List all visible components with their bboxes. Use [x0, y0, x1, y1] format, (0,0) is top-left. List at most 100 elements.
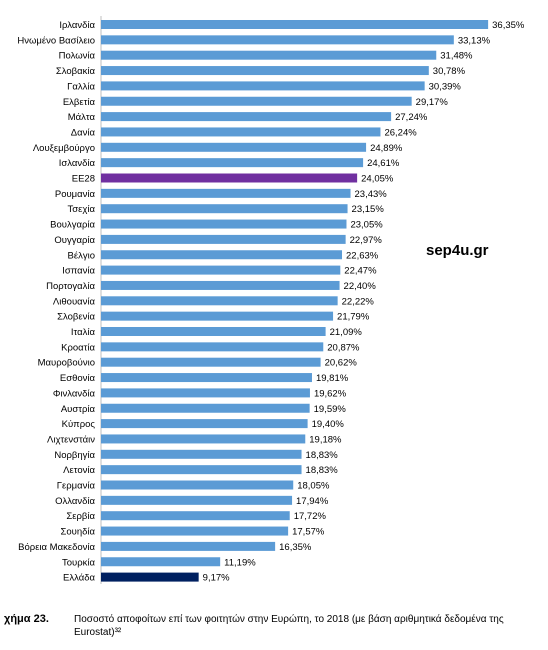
bar-φινλανδία	[101, 388, 310, 398]
category-label: Ρουμανία	[55, 189, 96, 200]
bars-group	[101, 20, 489, 582]
bar-βέλγιο	[101, 250, 343, 260]
category-label: Λουξεμβούργο	[33, 143, 95, 154]
category-label: Βουλγαρία	[50, 220, 95, 231]
category-label: Αυστρία	[61, 404, 96, 415]
value-label: 23,05%	[350, 220, 383, 231]
category-label: Τσεχία	[68, 204, 96, 215]
value-label: 30,78%	[433, 66, 466, 77]
category-label: Εσθονία	[60, 373, 96, 384]
value-label: 26,24%	[384, 127, 417, 138]
bar-λιθουανία	[101, 296, 338, 306]
category-label: Ισλανδία	[59, 158, 96, 169]
category-label: Ελβετία	[63, 97, 96, 108]
value-label: 9,17%	[203, 573, 230, 584]
category-label: Ιρλανδία	[59, 20, 95, 31]
value-label: 21,79%	[337, 312, 370, 323]
category-label: ΕΕ28	[72, 174, 95, 185]
value-label: 23,15%	[352, 204, 385, 215]
value-label: 11,19%	[224, 557, 256, 568]
category-label: Ιταλία	[71, 327, 96, 338]
bar-δανία	[101, 127, 381, 137]
bar-τσεχία	[101, 204, 348, 214]
category-label: Δανία	[71, 127, 96, 138]
bar-ρουμανία	[101, 188, 351, 198]
category-label: Μάλτα	[68, 112, 96, 123]
value-label: 22,47%	[344, 266, 377, 277]
value-label: 22,97%	[350, 235, 383, 246]
value-label: 19,62%	[314, 388, 347, 399]
category-label: Κροατία	[61, 342, 95, 353]
bar-ιταλία	[101, 327, 326, 336]
value-label: 22,63%	[346, 250, 379, 261]
category-label: Βέλγιο	[68, 250, 95, 261]
category-label: Τουρκία	[62, 557, 96, 568]
bar-εε28	[101, 173, 358, 183]
bar-λιχτενστάιν	[101, 434, 306, 444]
bar-μάλτα	[101, 112, 392, 122]
bar-ισπανία	[101, 265, 341, 275]
category-label: Κύπρος	[62, 419, 96, 430]
bar-ολλανδία	[101, 495, 293, 505]
bar-ελλάδα	[101, 572, 199, 582]
bar-βουλγαρία	[101, 219, 347, 229]
bar-πορτογαλία	[101, 280, 340, 290]
bar-βόρεια-μακεδονία	[101, 541, 276, 551]
value-label: 22,22%	[342, 296, 375, 307]
value-label: 20,62%	[325, 358, 358, 369]
value-label: 17,94%	[296, 496, 329, 507]
category-label: Ελλάδα	[63, 573, 95, 584]
value-label: 27,24%	[395, 112, 428, 123]
value-label: 19,59%	[314, 404, 347, 415]
value-label: 17,72%	[294, 511, 327, 522]
bar-νορβηγία	[101, 449, 302, 459]
bar-chart: Ιρλανδία Ηνωμένο Βασίλειο Πολωνία Σλοβακία Γ…	[17, 16, 525, 584]
value-label: 29,17%	[416, 97, 449, 108]
value-label: 21,09%	[330, 327, 363, 338]
watermark-text: sep4u.gr	[426, 242, 489, 259]
category-label: Μαυροβούνιο	[38, 358, 95, 369]
category-label: Πολωνία	[59, 51, 96, 62]
category-label: Βόρεια Μακεδονία	[18, 542, 95, 553]
bar-κροατία	[101, 342, 324, 352]
bar-κύπρος	[101, 419, 308, 429]
category-label: Γαλλία	[67, 81, 95, 92]
bar-ουγγαρία	[101, 234, 346, 244]
value-label: 24,05%	[361, 174, 394, 185]
value-label: 31,48%	[440, 51, 473, 62]
value-label: 17,57%	[292, 527, 325, 538]
bar-γερμανία	[101, 480, 294, 490]
bar-ελβετία	[101, 96, 412, 106]
category-label: Σλοβενία	[57, 312, 95, 323]
category-label: Ουγγαρία	[54, 235, 95, 246]
bar-λετονία	[101, 465, 302, 475]
category-label: Λετονία	[63, 465, 95, 476]
value-label: 18,83%	[306, 450, 339, 461]
value-label: 24,89%	[370, 143, 403, 154]
bar-ηνωμένο-βασίλειο	[101, 35, 454, 45]
bar-ιρλανδία	[101, 20, 489, 29]
category-label: Λιθουανία	[53, 296, 96, 307]
value-label: 19,40%	[312, 419, 345, 430]
value-label: 19,18%	[309, 434, 342, 445]
category-label: Σερβία	[66, 511, 95, 522]
value-label: 30,39%	[429, 81, 462, 92]
category-label: Νορβηγία	[54, 450, 95, 461]
bar-σλοβενία	[101, 311, 334, 321]
bar-αυστρία	[101, 403, 310, 413]
bar-μαυροβούνιο	[101, 357, 321, 367]
bar-γαλλία	[101, 81, 425, 91]
value-labels-group: 36,35%33,13% 31,48% 30,78% 30,39% 29,17% 27,2…	[203, 20, 525, 584]
caption-number: χήμα 23.	[4, 613, 49, 625]
caption-text: Ποσοστό αποφοίτων επί των φοιτητών στην …	[74, 614, 504, 638]
category-label: Σουηδία	[60, 527, 95, 538]
category-label: Λιχτενστάιν	[47, 434, 95, 445]
bar-ισλανδία	[101, 158, 364, 168]
value-label: 23,43%	[355, 189, 388, 200]
category-label: Ολλανδία	[55, 496, 95, 507]
value-label: 24,61%	[367, 158, 400, 169]
value-label: 33,13%	[458, 35, 491, 46]
category-label: Ηνωμένο Βασίλειο	[17, 35, 95, 46]
value-label: 18,83%	[306, 465, 339, 476]
bar-εσθονία	[101, 373, 312, 383]
